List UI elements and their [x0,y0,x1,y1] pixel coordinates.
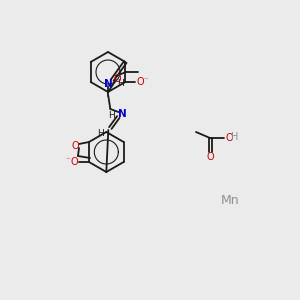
Text: H: H [97,128,104,137]
Text: O: O [113,74,121,84]
Text: O: O [136,77,144,87]
Text: N: N [104,79,113,89]
Text: N: N [118,109,127,119]
Text: O: O [225,133,233,143]
Text: H: H [108,110,115,119]
Text: O: O [206,152,214,162]
Text: O: O [70,157,78,167]
Text: H: H [231,132,239,142]
Text: O: O [71,141,79,151]
Text: H: H [117,80,124,88]
Text: ⁻: ⁻ [66,155,70,164]
Text: ⁻: ⁻ [143,76,148,85]
Text: Mn: Mn [221,194,239,206]
